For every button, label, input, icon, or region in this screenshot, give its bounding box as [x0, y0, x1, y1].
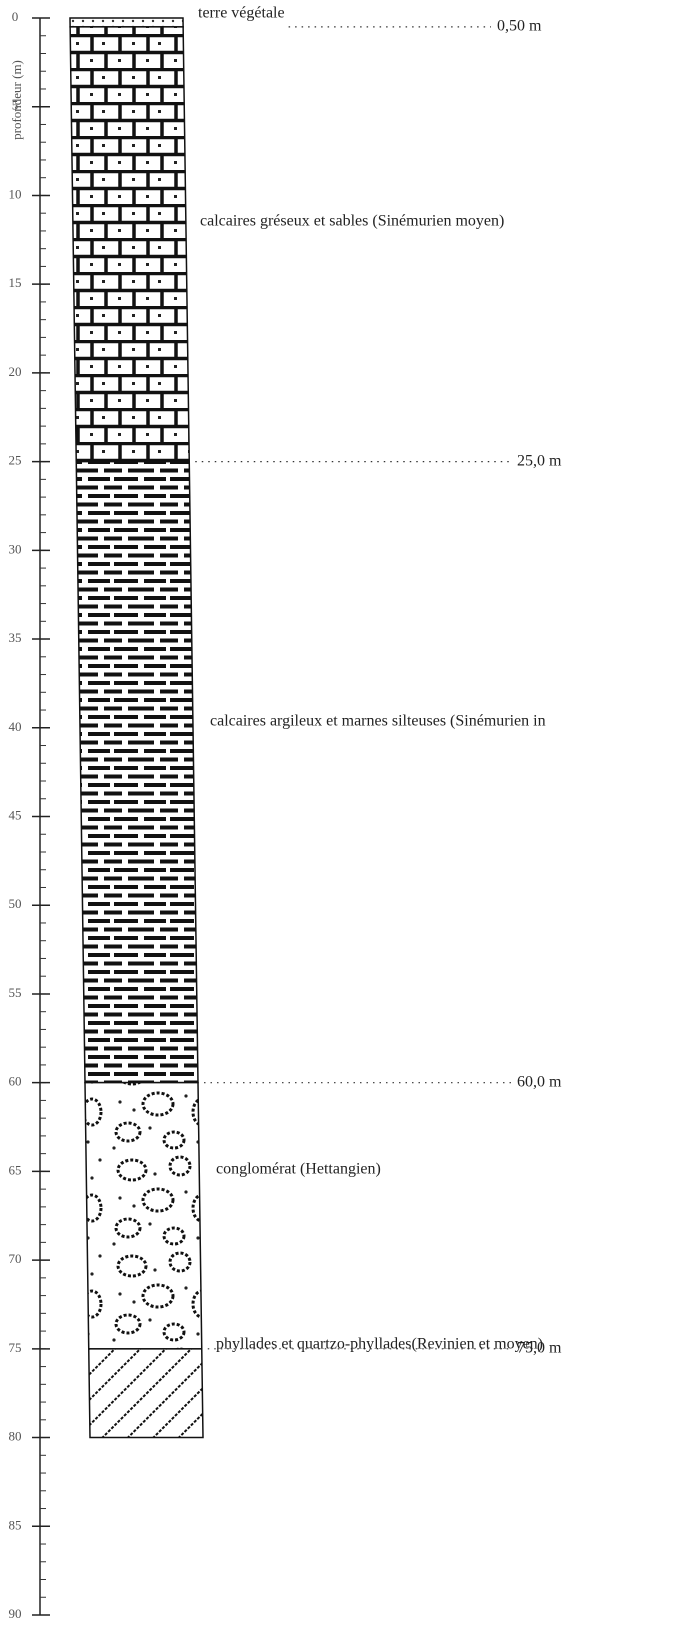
depth-tick-label: 15	[9, 275, 22, 290]
depth-tick-label: 90	[9, 1606, 22, 1621]
depth-tick-label: 45	[9, 807, 22, 822]
depth-tick-label: 50	[9, 896, 22, 911]
layer	[75, 460, 199, 1084]
layer-name: terre végétale	[198, 5, 285, 22]
depth-tick-label: 85	[9, 1517, 22, 1532]
depth-tick-label: 35	[9, 630, 22, 645]
depth-tick-label: 55	[9, 985, 22, 1000]
depth-label: 60,0 m	[517, 1073, 562, 1090]
depth-tick-label: 70	[9, 1251, 22, 1266]
depth-tick-label: 20	[9, 364, 22, 379]
layer-name: phyllades et quartzo-phyllades(Revinien …	[216, 1336, 543, 1353]
depth-tick-label: 25	[9, 453, 22, 468]
depth-label: 25,0 m	[517, 452, 562, 469]
depth-tick-label: 5	[12, 98, 19, 113]
depth-tick-label: 60	[9, 1074, 22, 1089]
layer	[87, 1348, 204, 1439]
depth-label: 75,0 m	[517, 1340, 562, 1357]
depth-tick-label: 75	[9, 1340, 22, 1355]
layer	[69, 17, 184, 28]
depth-tick-label: 30	[9, 541, 22, 556]
layer-name: conglomérat (Hettangien)	[216, 1161, 381, 1178]
layer-name: calcaires gréseux et sables (Sinémurien …	[200, 213, 504, 230]
layer-name: calcaires argileux et marnes silteuses (…	[210, 713, 546, 730]
layer	[69, 26, 191, 463]
depth-tick-label: 80	[9, 1429, 22, 1444]
depth-tick-label: 10	[9, 186, 22, 201]
depth-tick-label: 65	[9, 1162, 22, 1177]
axis-label: profondeur (m)	[9, 60, 24, 140]
layer	[84, 1081, 203, 1350]
depth-label: 0,50 m	[497, 18, 542, 35]
depth-tick-label: 0	[12, 9, 19, 24]
depth-tick-label: 40	[9, 719, 22, 734]
